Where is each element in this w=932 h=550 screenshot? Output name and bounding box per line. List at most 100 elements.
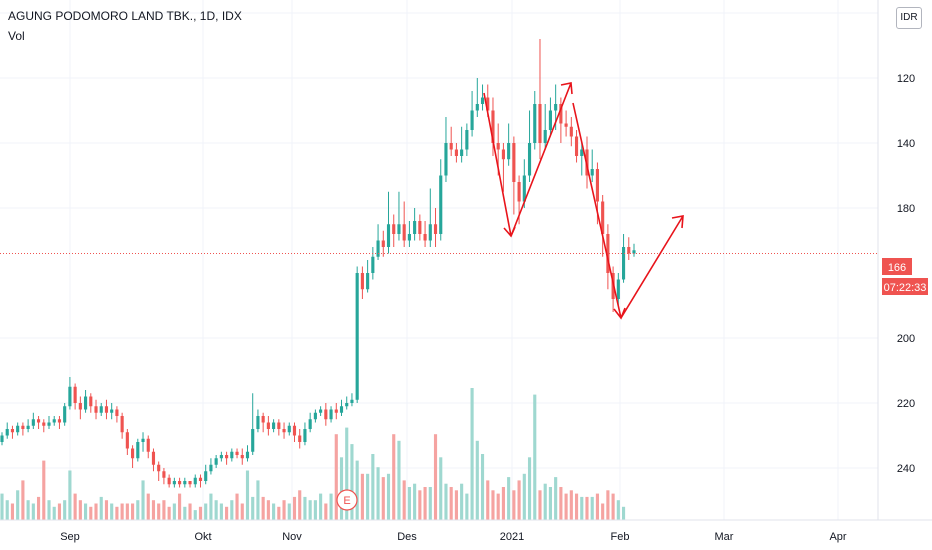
- candle-body: [360, 273, 364, 290]
- earnings-marker[interactable]: E: [336, 489, 358, 511]
- volume-bar: [564, 493, 568, 520]
- volume-bar: [313, 500, 317, 520]
- candle-body: [533, 104, 537, 143]
- volume-bar: [397, 440, 401, 520]
- volume-bar: [235, 493, 239, 520]
- candle-body: [601, 201, 605, 234]
- volume-bar: [10, 503, 15, 520]
- price-tick-label: 120: [897, 73, 915, 85]
- price-tick-label: 240: [897, 463, 915, 475]
- candle-body: [256, 416, 260, 429]
- candle-body: [0, 435, 4, 442]
- candle-body: [616, 279, 620, 299]
- symbol-title: AGUNG PODOMORO LAND TBK., 1D, IDX: [8, 9, 242, 23]
- candle-body: [313, 412, 317, 420]
- volume-bar: [256, 480, 260, 520]
- volume-bar: [376, 467, 380, 520]
- candlesticks: [0, 39, 636, 488]
- candle-body: [554, 104, 558, 111]
- volume-bars: [0, 388, 626, 520]
- volume-bar: [496, 493, 500, 520]
- candle-body: [57, 419, 62, 423]
- price-tick-label: 140: [897, 138, 915, 150]
- candle-body: [428, 224, 432, 241]
- candle-body: [418, 221, 422, 234]
- volume-bar: [16, 490, 20, 520]
- volume-bar: [68, 470, 72, 520]
- volume-bar: [345, 427, 349, 520]
- volume-bar: [84, 503, 88, 520]
- candle-body: [78, 403, 82, 410]
- candle-body: [146, 438, 150, 452]
- candle-body: [355, 273, 359, 400]
- candle-body: [167, 477, 171, 485]
- price-tick-label: 220: [897, 398, 915, 410]
- candle-body: [392, 224, 396, 234]
- candle-body: [21, 425, 25, 429]
- volume-bar: [240, 503, 244, 520]
- candle-body: [339, 406, 344, 413]
- volume-bar: [5, 500, 9, 520]
- candle-body: [31, 419, 35, 426]
- volume-bar: [57, 503, 62, 520]
- candle-body: [376, 240, 380, 257]
- candle-body: [548, 110, 552, 130]
- volume-bar: [527, 457, 532, 520]
- candle-body: [193, 477, 197, 485]
- candle-body: [73, 386, 77, 403]
- volume-bar: [303, 496, 307, 520]
- volume-bar: [501, 487, 505, 520]
- volume-bar: [198, 506, 203, 520]
- candle-body: [501, 149, 505, 160]
- volume-bar: [522, 473, 526, 520]
- volume-bar: [36, 496, 41, 520]
- volume-bar: [146, 493, 150, 520]
- candle-body: [5, 429, 9, 436]
- volume-bar: [366, 473, 370, 520]
- volume-bar: [543, 483, 547, 520]
- candle-body: [319, 409, 323, 413]
- candle-body: [219, 455, 223, 459]
- candle-body: [10, 429, 15, 433]
- volume-bar: [454, 490, 458, 520]
- volume-bar: [339, 457, 344, 520]
- volume-bar: [261, 496, 265, 520]
- time-tick-label: Feb: [611, 531, 630, 543]
- candle-body: [131, 448, 135, 459]
- currency-button[interactable]: IDR: [896, 7, 922, 29]
- volume-bar: [585, 496, 589, 520]
- volume-bar: [423, 487, 427, 520]
- candle-body: [580, 149, 584, 156]
- volume-bar: [282, 500, 286, 520]
- volume-bar: [407, 487, 411, 520]
- candle-body: [543, 130, 547, 143]
- time-tick-label: Apr: [829, 531, 846, 543]
- volume-bar: [172, 503, 176, 520]
- candle-body: [178, 481, 182, 485]
- volume-bar: [131, 503, 135, 520]
- candle-body: [94, 406, 98, 413]
- candle-body: [439, 175, 443, 234]
- volume-bar: [569, 490, 573, 520]
- volume-bar: [47, 500, 51, 520]
- candle-body: [470, 110, 474, 130]
- volume-bar: [151, 500, 156, 520]
- arrow-down-1: [483, 92, 516, 238]
- candle-body: [397, 224, 401, 234]
- volume-bar: [308, 500, 312, 520]
- time-axis[interactable]: Sep Okt Nov Des 2021 Feb Mar Apr: [0, 519, 932, 543]
- volume-bar: [611, 493, 615, 520]
- volume-bar: [63, 500, 67, 520]
- time-tick-label: Mar: [715, 531, 734, 543]
- candle-body: [480, 97, 485, 104]
- candle-body: [621, 247, 626, 280]
- volume-bar: [439, 457, 443, 520]
- volume-bar: [574, 493, 579, 520]
- volume-bar: [491, 490, 495, 520]
- candle-body: [460, 149, 464, 156]
- candle-body: [214, 458, 218, 465]
- volume-bar: [475, 440, 479, 520]
- volume-bar: [230, 500, 234, 520]
- candle-body: [595, 169, 600, 202]
